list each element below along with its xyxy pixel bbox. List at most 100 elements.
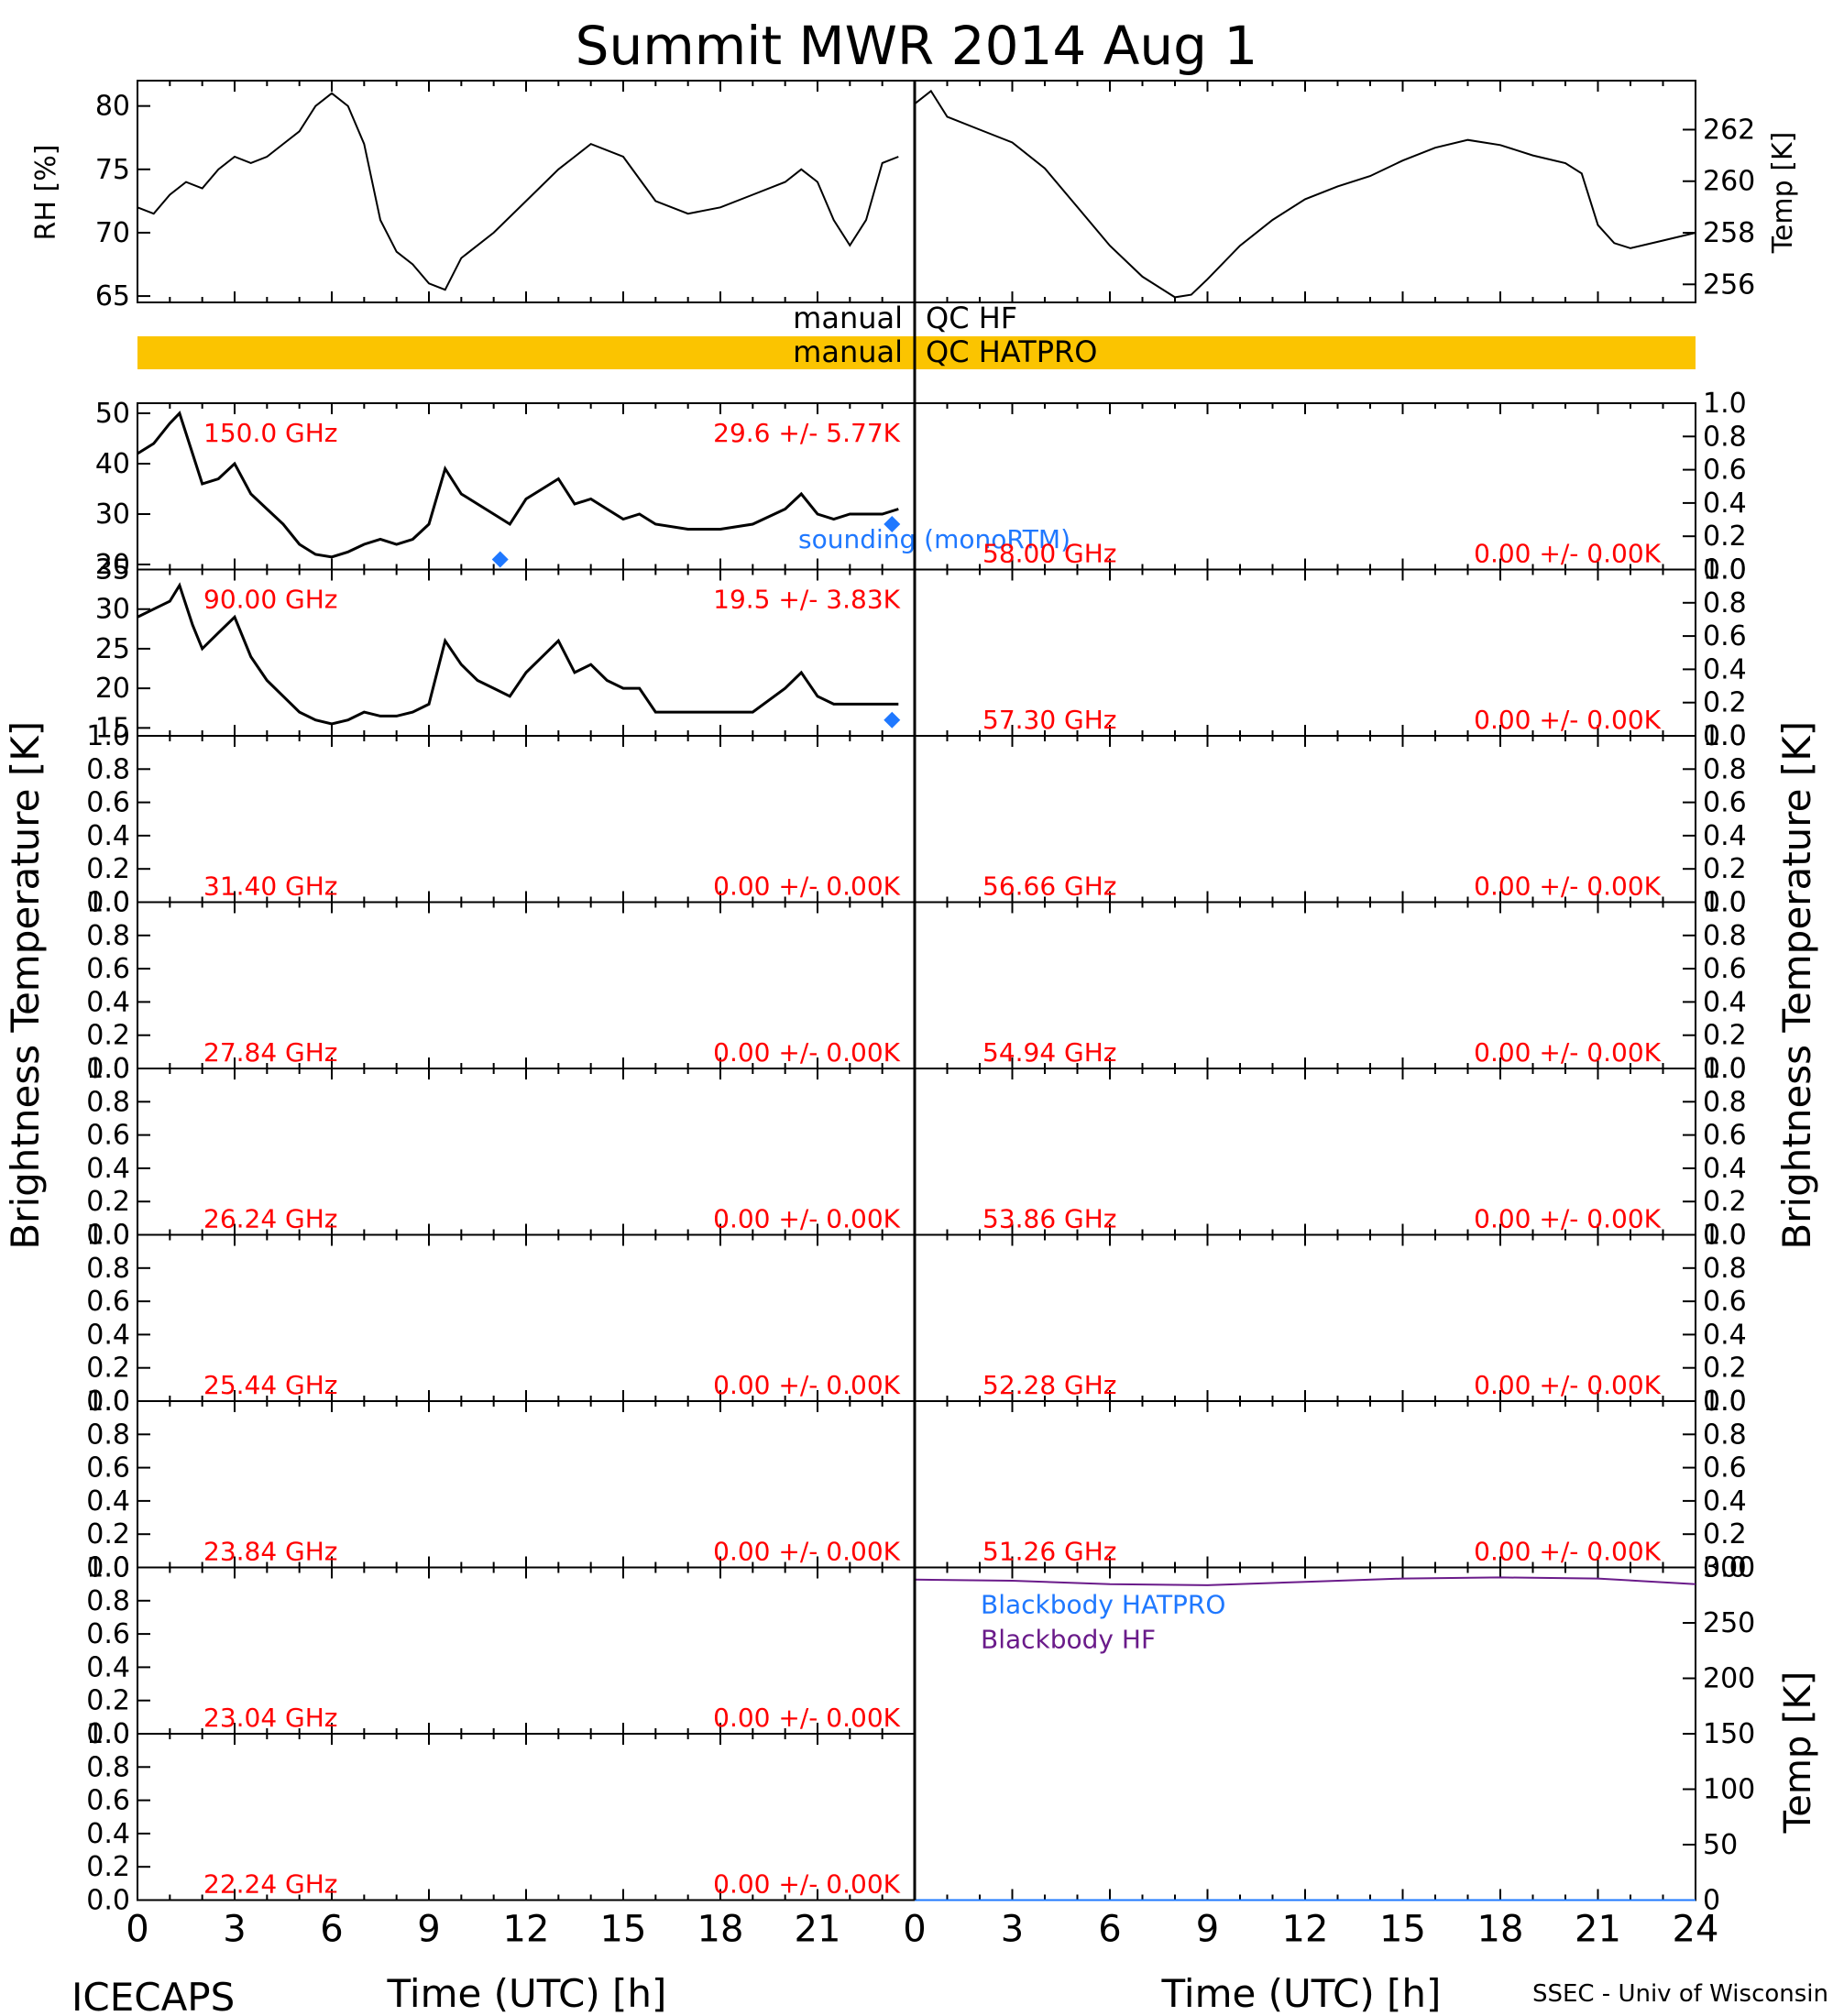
bt-right-ytick-label: 0.0 bbox=[1703, 887, 1747, 919]
bt-right-ytick-label: 0.0 bbox=[1703, 1220, 1747, 1252]
bb-ytick-label: 50 bbox=[1703, 1829, 1738, 1861]
chart-title: Summit MWR 2014 Aug 1 bbox=[576, 15, 1258, 77]
bt-left-ytick-label: 1.0 bbox=[86, 1220, 130, 1252]
bt-left-ytick-label: 0.4 bbox=[86, 1319, 130, 1351]
bt-right-ytick-label: 1.0 bbox=[1703, 720, 1747, 752]
bt-right-ytick-label: 0.2 bbox=[1703, 1020, 1747, 1052]
bt-stat-label: 0.00 +/- 0.00K bbox=[1474, 1537, 1661, 1567]
temp-series-line bbox=[914, 89, 1696, 299]
bt-left-ytick-label: 1.0 bbox=[86, 887, 130, 919]
bt-right-ytick-label: 0.0 bbox=[1703, 720, 1747, 752]
bt-series-line bbox=[137, 582, 899, 726]
rh-ytick-label: 65 bbox=[95, 280, 130, 312]
bt-left-ytick-label: 0.8 bbox=[86, 1751, 130, 1783]
bt-series-line bbox=[137, 411, 899, 559]
bb-ytick-label: 0 bbox=[1703, 1885, 1720, 1917]
x-tick-label: 12 bbox=[1282, 1909, 1329, 1951]
x-tick-label: 18 bbox=[1477, 1909, 1524, 1951]
bt-stat-label: 0.00 +/- 0.00K bbox=[713, 871, 900, 902]
bt-right-ytick-label: 0.8 bbox=[1703, 421, 1747, 453]
x-tick-label: 12 bbox=[503, 1909, 550, 1951]
bt-left-ytick-label: 0.2 bbox=[86, 853, 130, 885]
bt-left-ytick-label: 0.2 bbox=[86, 1851, 130, 1883]
x-tick-label: 24 bbox=[1673, 1909, 1719, 1951]
bt-right-ytick-label: 0.4 bbox=[1703, 820, 1747, 852]
blackbody-hf-line bbox=[914, 1576, 1696, 1586]
bt-freq-label: 56.66 GHz bbox=[982, 871, 1117, 902]
bt-left-ytick-label: 0.6 bbox=[86, 1618, 130, 1650]
bt-left-ytick-label: 40 bbox=[95, 448, 130, 480]
bt-left-ytick-label: 0.8 bbox=[86, 1086, 130, 1118]
bt-stat-label: 0.00 +/- 0.00K bbox=[1474, 1204, 1661, 1234]
bt-left-ytick-label: 0.0 bbox=[86, 1053, 130, 1085]
bt-left-ytick-label: 30 bbox=[95, 499, 130, 531]
bb-ytick-label: 200 bbox=[1703, 1663, 1755, 1695]
bt-stat-label: 0.00 +/- 0.00K bbox=[1474, 1370, 1661, 1400]
bt-left-ytick-label: 50 bbox=[95, 398, 130, 430]
blackbody-hf-legend: Blackbody HF bbox=[981, 1625, 1156, 1655]
bt-stat-label: 0.00 +/- 0.00K bbox=[1474, 1037, 1661, 1068]
bt-right-ytick-label: 0.0 bbox=[1703, 554, 1747, 586]
bt-stat-label: 0.00 +/- 0.00K bbox=[713, 1370, 900, 1400]
x-axis-label-right: Time (UTC) [h] bbox=[1161, 1971, 1442, 2016]
blackbody-hatpro-legend: Blackbody HATPRO bbox=[981, 1590, 1225, 1620]
bt-left-ytick-label: 0.4 bbox=[86, 820, 130, 852]
footer-left: ICECAPS bbox=[71, 1975, 235, 2016]
bt-right-ytick-label: 0.6 bbox=[1703, 620, 1747, 652]
bt-right-ytick-label: 0.0 bbox=[1703, 1386, 1747, 1418]
bt-left-ytick-label: 0.6 bbox=[86, 1785, 130, 1817]
qc-hatpro-label: manual bbox=[793, 334, 903, 369]
bb-ytick-label: 100 bbox=[1703, 1774, 1755, 1806]
temp-ytick-label: 262 bbox=[1703, 114, 1755, 146]
bt-freq-label: 52.28 GHz bbox=[982, 1370, 1117, 1400]
blackbody-ylabel: Temp [K] bbox=[1777, 1671, 1819, 1835]
bt-left-ytick-label: 1.0 bbox=[86, 1386, 130, 1418]
bt-right-ytick-label: 0.2 bbox=[1703, 520, 1747, 553]
sounding-point bbox=[884, 711, 901, 729]
bt-left-ytick-label: 0.6 bbox=[86, 787, 130, 819]
bt-left-ytick-label: 0.0 bbox=[86, 1386, 130, 1418]
bt-left-ytick-label: 0.8 bbox=[86, 1585, 130, 1617]
bt-left-ytick-label: 0.0 bbox=[86, 1552, 130, 1584]
sounding-point bbox=[491, 551, 509, 568]
bt-left-ytick-label: 0.0 bbox=[86, 1220, 130, 1252]
bt-stat-label: 0.00 +/- 0.00K bbox=[1474, 539, 1661, 569]
bt-left-ytick-label: 1.0 bbox=[86, 1552, 130, 1584]
bt-right-ytick-label: 1.0 bbox=[1703, 1053, 1747, 1085]
qc-hatpro-bar bbox=[137, 336, 1696, 369]
rh-ytick-label: 75 bbox=[95, 154, 130, 186]
bt-freq-label: 51.26 GHz bbox=[982, 1537, 1117, 1567]
bt-stat-label: 19.5 +/- 3.83K bbox=[713, 585, 900, 615]
bt-stat-label: 0.00 +/- 0.00K bbox=[713, 1204, 900, 1234]
qc-hf-label: QC HF bbox=[926, 301, 1017, 335]
temp-ylabel: Temp [K] bbox=[1767, 132, 1799, 255]
bt-right-ytick-label: 0.0 bbox=[1703, 1552, 1747, 1584]
bt-left-ytick-label: 0.0 bbox=[86, 887, 130, 919]
bt-left-ytick-label: 0.4 bbox=[86, 1651, 130, 1683]
x-tick-label: 15 bbox=[1379, 1909, 1426, 1951]
bt-right-ytick-label: 1.0 bbox=[1703, 1220, 1747, 1252]
bt-right-ytick-label: 0.2 bbox=[1703, 1518, 1747, 1550]
bt-right-ytick-label: 0.4 bbox=[1703, 653, 1747, 685]
bt-right-ytick-label: 0.6 bbox=[1703, 787, 1747, 819]
bt-left-ytick-label: 35 bbox=[95, 554, 130, 586]
bt-right-ytick-label: 0.2 bbox=[1703, 687, 1747, 719]
x-tick-label: 15 bbox=[600, 1909, 647, 1951]
bt-left-ytick-label: 0.0 bbox=[86, 1718, 130, 1750]
bt-right-ytick-label: 0.6 bbox=[1703, 953, 1747, 985]
bt-right-ytick-label: 0.4 bbox=[1703, 986, 1747, 1018]
bt-freq-label: 22.24 GHz bbox=[203, 1869, 338, 1900]
bt-left-ytick-label: 0.6 bbox=[86, 953, 130, 985]
bt-left-ytick-label: 1.0 bbox=[86, 720, 130, 752]
rh-ytick-label: 80 bbox=[95, 91, 130, 123]
bt-right-ytick-label: 0.4 bbox=[1703, 1319, 1747, 1351]
bt-freq-label: 54.94 GHz bbox=[982, 1037, 1117, 1068]
rh-ytick-label: 70 bbox=[95, 217, 130, 249]
bt-freq-label: 150.0 GHz bbox=[203, 418, 338, 448]
bt-freq-label: 23.04 GHz bbox=[203, 1703, 338, 1733]
bt-left-ytick-label: 0.4 bbox=[86, 986, 130, 1018]
bt-left-ytick-label: 0.4 bbox=[86, 1153, 130, 1185]
bt-freq-label: 27.84 GHz bbox=[203, 1037, 338, 1068]
bt-left-ytick-label: 0.8 bbox=[86, 1419, 130, 1451]
